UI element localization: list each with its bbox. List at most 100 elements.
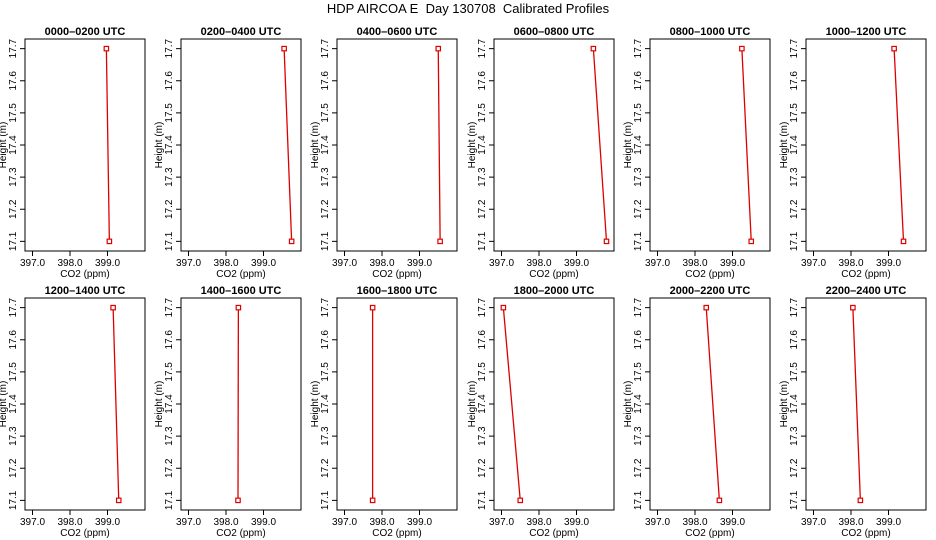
x-axis-label: CO2 (ppm) xyxy=(60,269,109,280)
x-tick-label: 398.0 xyxy=(682,258,707,269)
y-tick-label: 17.5 xyxy=(789,362,800,382)
plot-frame xyxy=(493,38,615,252)
y-tick-label: 17.7 xyxy=(320,38,331,58)
x-tick-label: 398.0 xyxy=(838,517,863,528)
x-tick-label: 399.0 xyxy=(720,258,745,269)
profile-point xyxy=(103,45,110,52)
y-tick-label: 17.1 xyxy=(320,231,331,251)
x-tick-label: 399.0 xyxy=(720,517,745,528)
y-tick-label: 17.5 xyxy=(633,103,644,123)
y-tick-label: 17.3 xyxy=(164,167,175,187)
x-axis-label: CO2 (ppm) xyxy=(529,269,578,280)
y-tick-label: 17.3 xyxy=(320,426,331,446)
y-tick-label: 17.5 xyxy=(320,362,331,382)
panel-title: 1800–2000 UTC xyxy=(514,285,595,297)
y-tick-label: 17.5 xyxy=(633,362,644,382)
x-tick-label: 397.0 xyxy=(20,517,45,528)
profile-point xyxy=(369,497,376,504)
profile-point xyxy=(235,497,241,504)
profile-line xyxy=(705,307,721,501)
y-tick-label: 17.1 xyxy=(477,490,488,510)
panel-5: 0800–1000 UTC 17.1 17.2 17.3 17.4 17.5 17.6 17.… xyxy=(623,26,771,280)
x-tick-label: 398.0 xyxy=(369,258,394,269)
x-tick-label: 399.0 xyxy=(251,517,276,528)
y-tick-label: 17.6 xyxy=(320,71,331,91)
x-axis-label: CO2 (ppm) xyxy=(372,528,421,539)
y-axis-label: Height (m) xyxy=(310,381,321,428)
panel-7: 1200–1400 UTC 17.1 17.2 17.3 17.4 17.5 17.6 17.… xyxy=(0,285,146,539)
panel-2: 0200–0400 UTC 17.1 17.2 17.3 17.4 17.5 17.6 17.… xyxy=(154,26,302,280)
x-tick-label: 397.0 xyxy=(332,258,357,269)
y-tick-label: 17.3 xyxy=(633,167,644,187)
y-axis-label: Height (m) xyxy=(779,122,790,169)
y-tick-label: 17.1 xyxy=(789,490,800,510)
x-tick-label: 398.0 xyxy=(57,517,82,528)
x-tick-label: 397.0 xyxy=(645,258,670,269)
x-axis-label: CO2 (ppm) xyxy=(60,528,109,539)
y-tick-label: 17.3 xyxy=(164,426,175,446)
profile-line xyxy=(112,307,120,501)
y-tick-label: 17.6 xyxy=(633,71,644,91)
plot-frame xyxy=(649,297,771,511)
panel-8: 1400–1600 UTC 17.1 17.2 17.3 17.4 17.5 17.6 17.… xyxy=(154,285,302,539)
y-tick-label: 17.4 xyxy=(789,135,800,155)
plot-frame xyxy=(180,38,302,252)
x-axis-label: CO2 (ppm) xyxy=(529,528,578,539)
y-tick-label: 17.5 xyxy=(8,103,19,123)
x-tick-label: 398.0 xyxy=(369,517,394,528)
profile-point xyxy=(748,238,755,245)
y-axis-label: Height (m) xyxy=(779,381,790,428)
y-tick-label: 17.1 xyxy=(633,231,644,251)
profile-point xyxy=(517,497,524,504)
x-axis-label: CO2 (ppm) xyxy=(372,269,421,280)
y-tick-label: 17.2 xyxy=(633,458,644,478)
y-tick-label: 17.7 xyxy=(320,297,331,317)
plot-frame xyxy=(649,38,771,252)
x-tick-label: 398.0 xyxy=(526,258,551,269)
page-title: HDP AIRCOA E Day 130708 Calibrated Profi… xyxy=(326,1,610,16)
y-tick-label: 17.1 xyxy=(477,231,488,251)
y-tick-label: 17.1 xyxy=(320,490,331,510)
y-tick-label: 17.6 xyxy=(320,330,331,350)
plot-frame xyxy=(805,38,927,252)
y-tick-label: 17.2 xyxy=(477,199,488,219)
profile-point xyxy=(500,304,507,311)
y-tick-label: 17.3 xyxy=(477,426,488,446)
profile-point xyxy=(603,238,610,245)
y-axis-label: Height (m) xyxy=(310,122,321,169)
x-tick-label: 398.0 xyxy=(682,517,707,528)
panel-12: 2200–2400 UTC 17.1 17.2 17.3 17.4 17.5 17.6 17.… xyxy=(779,285,927,539)
y-tick-label: 17.7 xyxy=(164,38,175,58)
profile-point xyxy=(369,304,376,311)
x-tick-label: 397.0 xyxy=(20,258,45,269)
y-axis-label: Height (m) xyxy=(0,381,9,428)
y-tick-label: 17.7 xyxy=(8,297,19,317)
y-tick-label: 17.5 xyxy=(8,362,19,382)
profile-point xyxy=(703,304,710,311)
profile-line xyxy=(741,48,752,242)
panel-10: 1800–2000 UTC 17.1 17.2 17.3 17.4 17.5 17.6 17.… xyxy=(467,285,615,539)
plot-frame xyxy=(336,297,458,511)
y-tick-label: 17.2 xyxy=(8,458,19,478)
y-tick-label: 17.3 xyxy=(8,167,19,187)
profile-line xyxy=(283,48,293,242)
profile-point xyxy=(716,497,723,504)
y-tick-label: 17.1 xyxy=(789,231,800,251)
y-tick-label: 17.3 xyxy=(789,426,800,446)
x-tick-label: 397.0 xyxy=(176,258,201,269)
y-tick-label: 17.1 xyxy=(8,490,19,510)
y-tick-label: 17.2 xyxy=(320,199,331,219)
x-axis-label: CO2 (ppm) xyxy=(216,269,265,280)
y-tick-label: 17.2 xyxy=(789,199,800,219)
panel-title: 0000–0200 UTC xyxy=(45,26,126,38)
y-tick-label: 17.6 xyxy=(8,71,19,91)
x-tick-label: 399.0 xyxy=(407,258,432,269)
y-tick-label: 17.6 xyxy=(164,330,175,350)
y-tick-label: 17.2 xyxy=(320,458,331,478)
y-tick-label: 17.7 xyxy=(164,297,175,317)
y-tick-label: 17.2 xyxy=(164,458,175,478)
panel-1: 0000–0200 UTC 17.1 17.2 17.3 17.4 17.5 17.6 17.… xyxy=(0,26,146,280)
profile-point xyxy=(235,304,242,311)
panel-title: 1200–1400 UTC xyxy=(45,285,126,297)
